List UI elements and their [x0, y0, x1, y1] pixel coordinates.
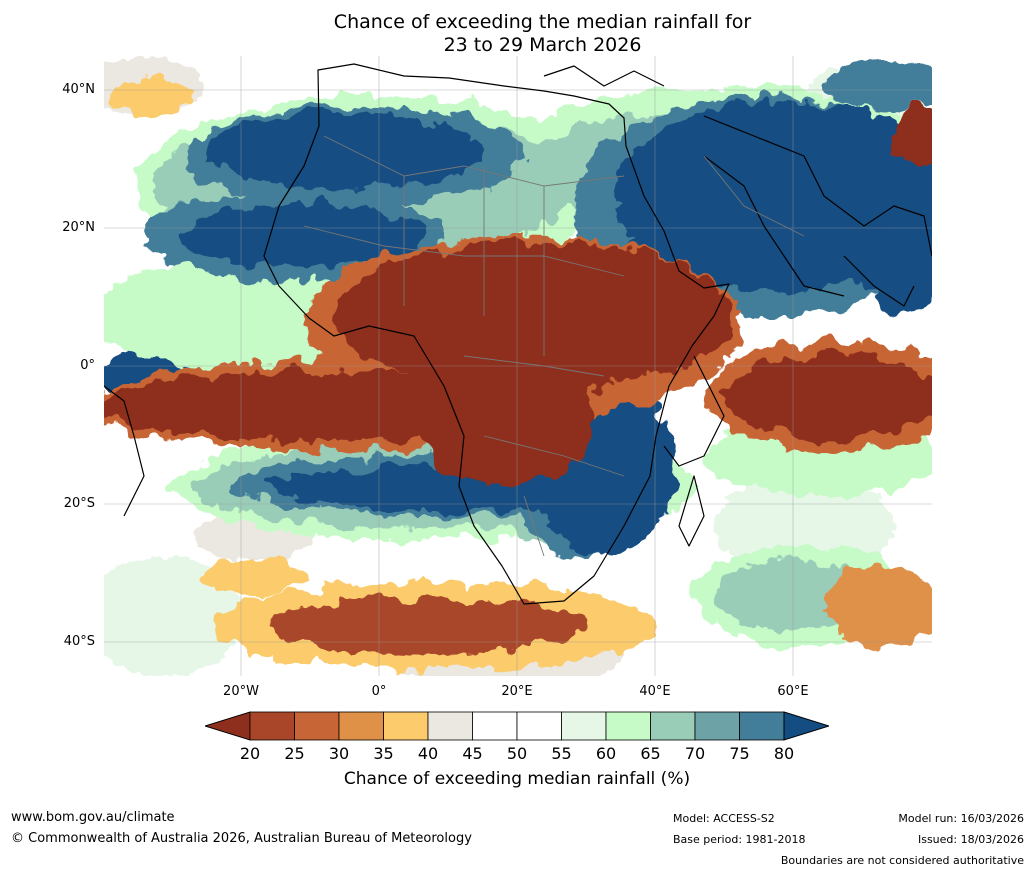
colorbar-cell [249, 711, 295, 741]
colorbar-label: Chance of exceeding median rainfall (%) [343, 769, 691, 789]
footer-model: Model: ACCESS-S2 [673, 812, 775, 825]
colorbar-cell [739, 711, 785, 741]
colorbar-cell [427, 711, 473, 741]
map-title-line1: Chance of exceeding the median rainfall … [333, 11, 752, 33]
map-title-line2: 23 to 29 March 2026 [443, 34, 642, 56]
dry-regions [104, 78, 932, 671]
footer-base-period: Base period: 1981-2018 [673, 833, 806, 846]
lat-label-40s: 40°S [63, 634, 95, 649]
lon-label-40e: 40°E [639, 684, 671, 699]
colorbar-tick-label: 65 [640, 744, 661, 763]
colorbar-tick-label: 50 [506, 744, 528, 763]
colorbar-tick-label: 45 [462, 744, 483, 763]
colorbar-tick-label: 75 [729, 744, 750, 763]
colorbar-cell [561, 711, 607, 741]
rainfall-map [104, 56, 932, 676]
lon-label-20w: 20°W [223, 684, 259, 699]
colorbar-cell [650, 711, 696, 741]
colorbar-tick-label: 30 [328, 744, 350, 763]
footer-model-run: Model run: 16/03/2026 [898, 812, 1024, 825]
lon-label-20e: 20°E [501, 684, 533, 699]
colorbar-cell [694, 711, 740, 741]
colorbar-tick-label: 20 [239, 744, 261, 763]
colorbar-tick-label: 25 [284, 744, 305, 763]
colorbar [205, 711, 829, 741]
lat-label-20s: 20°S [63, 496, 95, 511]
colorbar-tick-label: 60 [595, 744, 617, 763]
colorbar-tick-label: 35 [373, 744, 394, 763]
colorbar-tick-label: 80 [773, 744, 795, 763]
lon-label-60e: 60°E [777, 684, 809, 699]
colorbar-high-arrow [783, 711, 829, 741]
coastlines [104, 63, 932, 605]
lat-label-40n: 40°N [62, 82, 95, 97]
colorbar-low-arrow [205, 711, 251, 741]
colorbar-cell [516, 711, 562, 741]
colorbar-cell [383, 711, 429, 741]
colorbar-tick-label: 70 [684, 744, 706, 763]
lat-label-0: 0° [80, 358, 95, 373]
colorbar-cell [294, 711, 340, 741]
colorbar-cell [338, 711, 384, 741]
colorbar-tick-label: 55 [551, 744, 572, 763]
footer-copyright: © Commonwealth of Australia 2026, Austra… [11, 831, 472, 846]
footer-boundaries-note: Boundaries are not considered authoritat… [780, 854, 1024, 867]
lat-label-20n: 20°N [62, 220, 95, 235]
footer-website[interactable]: www.bom.gov.au/climate [11, 810, 175, 825]
footer-issued: Issued: 18/03/2026 [917, 833, 1024, 846]
country-borders [303, 135, 805, 557]
lon-label-0: 0° [371, 684, 387, 699]
gridlines [104, 56, 932, 676]
colorbar-tick-label: 40 [417, 744, 439, 763]
colorbar-cell [472, 711, 518, 741]
colorbar-cell [605, 711, 651, 741]
